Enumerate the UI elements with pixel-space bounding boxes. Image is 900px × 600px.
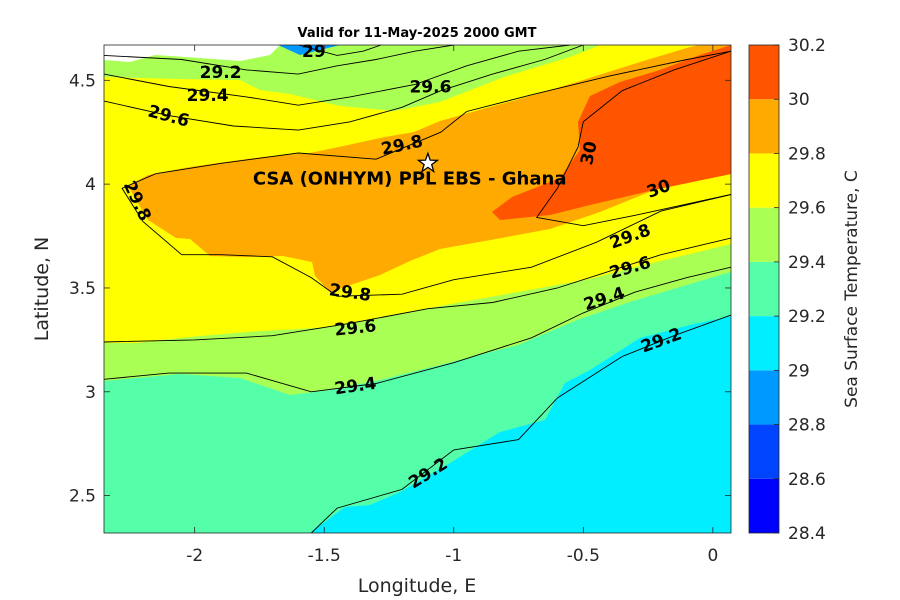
no-data-region [104, 45, 280, 62]
contour-label: 29.2 [200, 63, 242, 83]
x-axis-label: Longitude, E [358, 575, 477, 597]
plot-frame [103, 44, 732, 534]
colorbar-swatch [749, 424, 779, 479]
colorbar-swatch [749, 370, 779, 425]
colorbar-tick-label: 28.6 [788, 470, 826, 490]
colorbar-tick-label: 30 [788, 90, 810, 110]
plot-area: 29.229.229.429.429.629.629.829.829.829.8… [103, 42, 732, 534]
x-tick-label: 0 [707, 546, 718, 566]
colorbar-swatch [749, 45, 779, 100]
contour-label: 30 [577, 139, 602, 166]
colorbar-frame [748, 44, 780, 534]
band-30-0-to-30-2 [492, 45, 731, 220]
colorbar-swatch [749, 478, 779, 533]
contour-label: 29.6 [334, 316, 378, 340]
colorbar-tick-label: 29 [788, 361, 810, 381]
x-tick-label: -1.5 [308, 546, 341, 566]
contour-label: 29.4 [187, 86, 229, 106]
colorbar-tick-label: 30.2 [788, 36, 826, 56]
chart-title: Valid for 11-May-2025 2000 GMT [298, 26, 537, 41]
site-marker-group: CSA (ONHYM) PPL EBS - Ghana [253, 151, 567, 189]
colorbar: 28.4 28.6 28.8 29 29.2 29.4 29.6 29.8 30 30.2 [748, 36, 826, 544]
site-star-icon [416, 151, 440, 174]
contour-lines [104, 45, 731, 533]
x-tick-label: -1 [445, 546, 462, 566]
y-tick-label: 3.5 [69, 279, 96, 299]
contour-line-29-4 [104, 266, 731, 393]
colorbar-tick-label: 28.8 [788, 416, 826, 436]
contour-line-29-2 [104, 45, 454, 75]
x-tick-label: -0.5 [567, 546, 600, 566]
colorbar-label: Sea Surface Temperature, C [842, 170, 862, 408]
contour-line-29-8 [121, 50, 731, 297]
colorbar-swatch [749, 99, 779, 154]
colorbar-swatch [749, 261, 779, 317]
x-axis: -2 -1.5 -1 -0.5 0 [186, 45, 718, 566]
contour-line-29-6 [104, 237, 731, 343]
contour-line-29-6 [104, 45, 584, 131]
filled-contours [104, 45, 731, 533]
colorbar-tick-label: 28.4 [788, 524, 826, 544]
x-tick-label: -2 [186, 546, 203, 566]
colorbar-swatch [749, 153, 779, 208]
contour-label: 29.6 [409, 78, 451, 98]
contour-line-29-2 [310, 314, 731, 533]
site-label: CSA (ONHYM) PPL EBS - Ghana [253, 168, 567, 189]
contour-line-30 [535, 50, 731, 227]
colorbar-tick-label: 29.6 [788, 199, 826, 219]
contour-line-29-4 [104, 45, 571, 106]
y-tick-label: 4 [85, 175, 96, 195]
y-axis-label: Latitude, N [31, 237, 53, 342]
y-axis: 2.5 3 3.5 4 4.5 [69, 71, 731, 507]
y-tick-label: 2.5 [69, 487, 96, 507]
contour-line-29 [298, 45, 382, 56]
colorbar-tick-label: 29.8 [788, 144, 826, 164]
colorbar-swatch [749, 207, 779, 262]
contour-label: 29 [302, 42, 326, 62]
colorbar-tick-label: 29.4 [788, 253, 826, 273]
y-tick-label: 3 [85, 383, 96, 403]
colorbar-tick-label: 29.2 [788, 307, 826, 327]
y-tick-label: 4.5 [69, 71, 96, 91]
colorbar-swatch [749, 316, 779, 371]
